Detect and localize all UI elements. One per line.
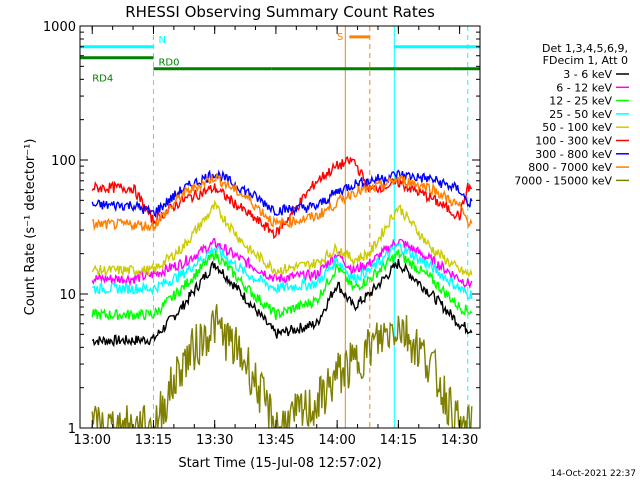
series-line-0 [91,258,473,348]
x-tick-label-6: 14:30 [441,433,478,448]
legend-label-8: 7000 - 15000 keV [514,174,612,187]
x-tick-label-1: 13:15 [135,433,172,448]
legend-label-0: 3 - 6 keV [563,68,612,81]
y-tick-label-0: 1 [68,422,76,437]
x-tick-label-4: 14:00 [318,433,355,448]
state-bar-label-rd0: RD0 [158,58,179,69]
series-line-7 [92,173,473,232]
footer-timestamp: 14-Oct-2021 22:37 [551,469,636,479]
y-tick-label-1: 10 [59,288,76,303]
state-bar-label-rd4: RD4 [92,74,113,85]
legend-header-line-1: Det 1,3,4,5,6,9, [542,42,628,55]
state-bars: N RD0 RD4 S [80,32,480,85]
legend-label-2: 12 - 25 keV [549,95,612,108]
x-tick-label-3: 13:45 [257,433,294,448]
series-line-4 [91,199,473,278]
legend-label-4: 50 - 100 keV [542,121,612,134]
legend-label-7: 800 - 7000 keV [528,161,612,174]
axes: 13:00 13:15 13:30 13:45 14:00 14:15 14:30 1 10 10… [43,20,481,448]
series-group [91,156,473,428]
legend-label-1: 6 - 12 keV [556,81,612,94]
plot-frame [79,25,481,429]
legend-label-3: 25 - 50 keV [549,108,612,121]
legend-header-line-2: FDecim 1, Att 0 [543,54,628,67]
x-tick-label-2: 13:30 [196,433,233,448]
series-line-3 [92,242,473,300]
y-tick-label-2: 100 [51,154,76,169]
y-axis-label: Count Rate (s⁻¹ detector⁻¹) [23,139,38,316]
series-line-8 [91,304,473,428]
legend-label-5: 100 - 300 keV [535,135,612,148]
y-tick-label-3: 1000 [43,20,76,35]
legend-label-6: 300 - 800 keV [535,148,612,161]
state-bar-label-s: S [337,32,343,43]
x-axis-label: Start Time (15-Jul-08 12:57:02) [178,456,381,471]
marker-lines [80,26,469,428]
x-tick-label-0: 13:00 [74,433,111,448]
x-tick-label-5: 14:15 [380,433,417,448]
legend: Det 1,3,4,5,6,9, FDecim 1, Att 0 3 - 6 k… [514,42,629,187]
series-line-6 [91,169,473,218]
state-bar-label-n: N [158,35,165,46]
series-line-2 [91,249,473,321]
chart-title: RHESSI Observing Summary Count Rates [125,3,435,21]
